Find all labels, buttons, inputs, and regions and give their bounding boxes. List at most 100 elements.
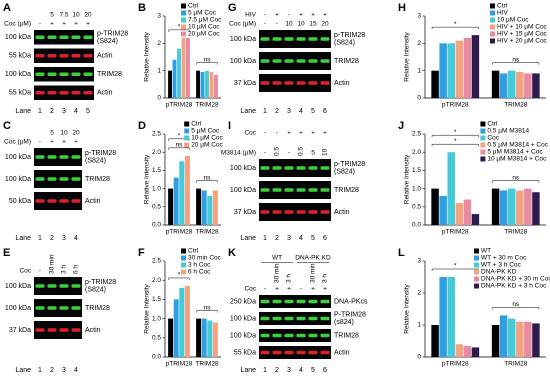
lane-treatment: 5 [50, 130, 54, 137]
band [308, 316, 318, 321]
bar [471, 35, 480, 98]
mw-label: 250 kDa [230, 298, 256, 305]
lane-treatment: 6 h [73, 265, 80, 274]
lane-number: 5 [86, 108, 90, 115]
legend-swatch [184, 135, 190, 141]
band [260, 166, 270, 170]
significance-label: ns [204, 56, 212, 63]
bar [507, 318, 516, 357]
significance-bracket [431, 143, 479, 147]
band [272, 81, 282, 85]
lane-treatment: 20 [84, 12, 92, 19]
panel-letter: K [228, 247, 236, 259]
band [308, 350, 318, 355]
bar [439, 277, 447, 357]
lane-treatment: - [264, 286, 266, 293]
lane-number: 3 [287, 367, 291, 374]
lane-treatment: + [299, 130, 303, 137]
band-label: (S824) [334, 169, 355, 176]
bar [491, 188, 500, 225]
band [284, 37, 294, 41]
legend-label: 6 h Coc [188, 269, 211, 276]
legend-swatch [490, 38, 495, 44]
bar [201, 190, 207, 225]
lane-treatment: + [287, 130, 291, 137]
band [47, 72, 57, 77]
band [296, 81, 306, 85]
legend-label: HIV + 10 µM Coc [497, 24, 548, 31]
band-label: Actin [97, 90, 113, 97]
lane-label: Lane [240, 235, 256, 242]
lane-number: 2 [50, 235, 54, 242]
mw-label: 37 kDa [234, 80, 256, 87]
mw-label: 100 kDa [230, 332, 256, 339]
band [260, 299, 270, 304]
lane-treatment: 10 [285, 21, 293, 28]
legend-swatch [480, 142, 486, 148]
lane-number: 5 [311, 108, 315, 115]
lane-treatment: + [287, 286, 291, 293]
band [296, 350, 306, 355]
band [71, 53, 81, 58]
significance-bracket [196, 310, 218, 313]
bar [532, 192, 540, 225]
legend-label: 5 µM Coc [191, 128, 220, 135]
x-tick-label: TRIM28 [195, 229, 219, 236]
band [272, 316, 282, 321]
band [284, 166, 294, 170]
legend-swatch [480, 149, 486, 155]
bar [177, 48, 181, 98]
significance-bracket [196, 180, 218, 183]
bar [186, 37, 190, 98]
band [83, 35, 93, 40]
legend-label: HIV + 15 µM Coc [497, 31, 548, 38]
band [296, 210, 306, 214]
bar [499, 73, 508, 98]
mw-label: 50 kDa [9, 198, 31, 205]
y-tick-label: 0.5 [152, 204, 161, 211]
bar [196, 318, 202, 357]
lane-number: 4 [74, 235, 78, 242]
band [284, 350, 294, 355]
lane-treatment: + [62, 21, 66, 28]
y-tick-label: 0.0 [412, 222, 421, 229]
bar [491, 70, 500, 98]
bar [516, 72, 524, 98]
significance-label: * [178, 133, 181, 140]
y-tick-label: 1.5 [152, 167, 161, 174]
blot-strip [34, 277, 82, 295]
band-label: (S824) [334, 40, 355, 47]
band [47, 284, 57, 288]
band [83, 53, 93, 58]
bar [173, 177, 179, 225]
mw-label: 37 kDa [9, 327, 31, 334]
legend-swatch [490, 24, 495, 30]
lane-number: 2 [275, 367, 279, 374]
y-tick-label: 1 [417, 322, 421, 329]
legend-swatch [181, 255, 186, 261]
band [47, 177, 57, 181]
lane-number: 6 [323, 235, 327, 242]
lane-treatment: - [39, 139, 41, 146]
lane-number: 3 [287, 108, 291, 115]
legend-swatch [181, 3, 186, 9]
lane-number: 2 [275, 108, 279, 115]
band [35, 306, 45, 310]
band [272, 333, 282, 338]
band [320, 37, 330, 41]
band [320, 188, 330, 192]
bar [455, 203, 464, 225]
legend-label: 5 µM Coc [188, 10, 217, 17]
lane-number: 4 [299, 108, 303, 115]
band [59, 155, 69, 159]
y-axis-label: Relative Intensity [404, 32, 411, 82]
band [71, 35, 81, 40]
legend-swatch [184, 121, 190, 127]
bar [532, 323, 540, 357]
panel-letter: I [228, 120, 231, 132]
legend-swatch [181, 262, 186, 268]
band [284, 333, 294, 338]
bar [516, 190, 524, 225]
bar [516, 321, 524, 357]
y-tick-label: 0 [417, 354, 421, 361]
